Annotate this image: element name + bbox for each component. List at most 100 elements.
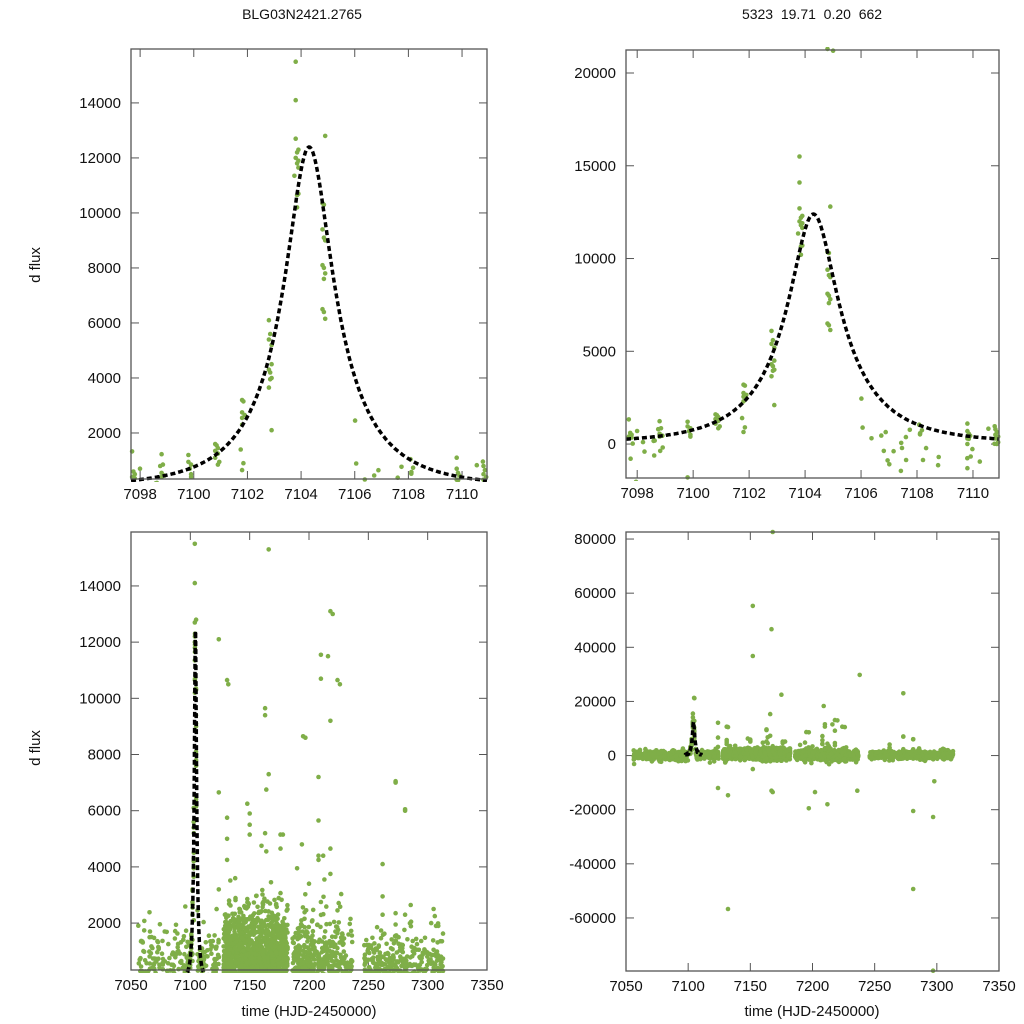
data-point [402,808,408,813]
data-point [428,920,434,926]
data-point [232,945,238,951]
data-point [256,955,262,960]
data-point [432,913,438,919]
data-point [251,900,257,905]
data-point [203,940,209,945]
data-point [236,942,241,948]
data-point [310,928,316,934]
y-tick-label: 60000 [574,585,616,602]
data-point [318,652,324,658]
data-point [765,735,770,740]
data-point [645,756,651,762]
data-point [142,972,147,973]
data-point [965,465,970,471]
data-point [661,754,667,759]
data-point [318,924,323,930]
data-point [321,276,327,282]
data-point [147,961,153,966]
data-point [278,890,283,896]
data-point [362,962,368,968]
data-point [341,949,347,954]
data-point [192,580,198,586]
data-point [263,917,269,923]
data-point [310,941,316,946]
data-point [797,154,802,159]
data-point [294,150,300,155]
data-point [725,724,731,730]
data-point [155,938,160,944]
data-point [310,963,316,969]
data-point [296,165,301,170]
data-point [266,317,272,323]
data-point [411,962,417,967]
data-point [336,964,342,969]
data-point [769,341,774,347]
x-tick-label: 7098 [123,486,156,503]
data-point [649,752,655,758]
data-point [296,958,302,963]
data-point [241,399,246,404]
y-tick-label: 8000 [88,260,121,277]
y-tick-label: 0 [608,436,616,453]
data-point [793,749,799,755]
data-point [923,445,929,451]
data-point [474,462,480,468]
data-point [750,603,756,609]
data-point [261,899,266,905]
data-point [335,974,340,979]
x-tick-label: 7106 [338,486,371,503]
data-point [413,936,419,942]
data-point [262,830,268,836]
data-point [657,755,663,760]
data-point [254,964,260,969]
data-point [378,928,384,933]
data-point [898,440,904,446]
data-point [234,972,237,973]
x-tick-label: 7150 [233,977,266,994]
data-point [212,455,218,461]
data-point [213,946,219,951]
data-point [741,429,746,435]
x-tick-label: 7250 [858,978,891,995]
data-point [393,922,398,927]
data-points [136,541,446,980]
model-curve [626,212,999,441]
data-point [237,907,243,912]
data-point [977,459,983,464]
data-point [318,676,324,681]
data-point [328,871,333,877]
data-point [316,857,321,863]
data-point [769,626,774,632]
data-point [261,954,267,959]
data-point [212,957,218,962]
data-point [333,929,338,934]
data-point [322,929,328,934]
data-point [266,974,271,979]
panel-bottom-right: 7050 7100 7150 7200 7250 7300 7350-60000-40000… [569,529,1016,995]
x-tick-label: 7100 [174,977,207,994]
x-tick-label: 7110 [446,486,478,503]
data-point [247,811,252,816]
data-point [345,974,350,979]
data-point [395,975,400,980]
data-point [337,682,343,687]
data-point [308,935,314,941]
data-point [338,955,344,960]
x-tick-label: 7350 [982,978,1015,995]
data-point [175,945,180,950]
data-point [265,899,270,904]
data-point [256,909,262,914]
data-point [316,818,321,823]
data-point [239,935,245,940]
data-point [269,975,274,980]
data-point [725,906,731,912]
data-point [633,479,639,481]
data-point [767,711,773,717]
data-point [765,740,770,746]
data-point [275,941,280,946]
data-point [397,970,402,973]
data-point [825,802,830,807]
data-point [280,942,285,948]
x-tick-label: 7102 [732,485,765,502]
data-point [799,754,805,759]
